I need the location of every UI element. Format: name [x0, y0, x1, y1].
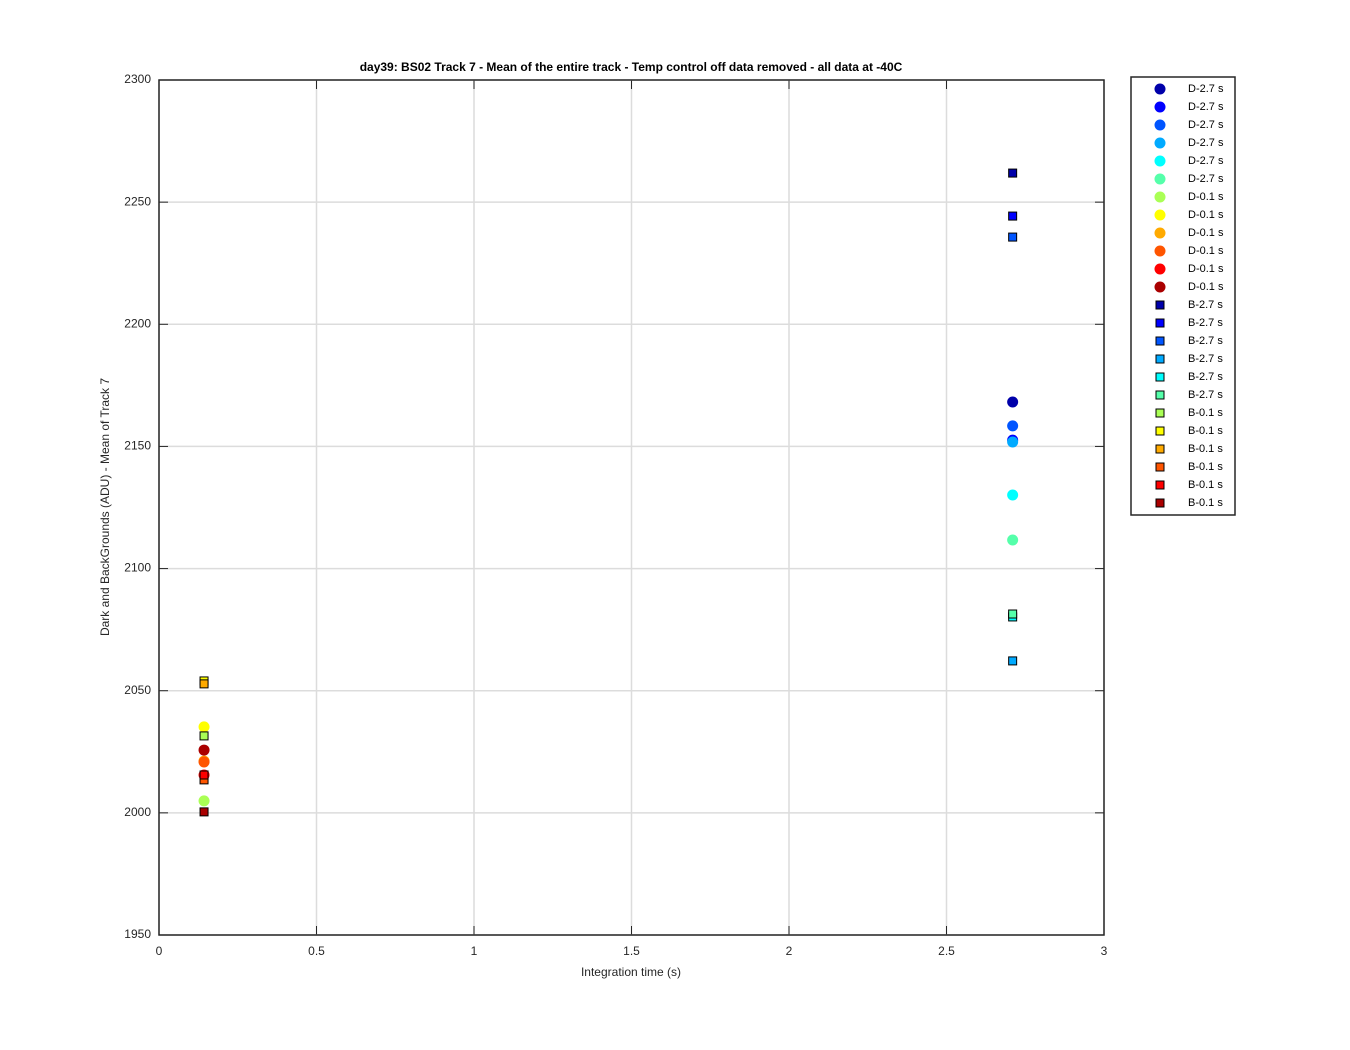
- x-tick-label: 0: [156, 944, 163, 958]
- legend-label: D-0.1 s: [1188, 281, 1224, 293]
- legend-label: B-0.1 s: [1188, 443, 1223, 455]
- legend-marker: [1155, 462, 1165, 472]
- x-tick-label: 3: [1101, 944, 1108, 958]
- legend-marker: [1155, 408, 1165, 418]
- data-point: [198, 721, 210, 733]
- legend-marker: [1154, 83, 1166, 95]
- legend-label: B-0.1 s: [1188, 497, 1223, 509]
- legend-marker: [1154, 101, 1166, 113]
- legend-label: D-0.1 s: [1188, 263, 1224, 275]
- legend-label: B-0.1 s: [1188, 479, 1223, 491]
- y-axis-label: Dark and BackGrounds (ADU) - Mean of Tra…: [98, 378, 112, 636]
- legend-marker: [1155, 426, 1165, 436]
- x-tick-label: 2.5: [938, 944, 955, 958]
- legend-label: B-0.1 s: [1188, 461, 1223, 473]
- y-tick-label: 2100: [124, 561, 151, 575]
- data-point: [199, 731, 209, 741]
- y-tick-label: 2250: [124, 194, 151, 208]
- legend-marker: [1155, 300, 1165, 310]
- legend-label: D-0.1 s: [1188, 245, 1224, 257]
- data-point: [1008, 609, 1018, 619]
- legend-marker: [1154, 191, 1166, 203]
- chart-title: day39: BS02 Track 7 - Mean of the entire…: [360, 60, 903, 74]
- legend-marker: [1154, 227, 1166, 239]
- data-point: [198, 756, 210, 768]
- legend-label: D-0.1 s: [1188, 209, 1224, 221]
- legend-marker: [1155, 372, 1165, 382]
- y-tick-label: 2150: [124, 439, 151, 453]
- legend-marker: [1155, 390, 1165, 400]
- legend-marker: [1155, 480, 1165, 490]
- x-axis-label: Integration time (s): [581, 965, 681, 979]
- legend-marker: [1154, 245, 1166, 257]
- y-tick-label: 2300: [124, 72, 151, 86]
- legend-marker: [1154, 119, 1166, 131]
- data-point: [1008, 211, 1018, 221]
- data-point: [199, 807, 209, 817]
- y-tick-label: 2050: [124, 683, 151, 697]
- legend-label: B-2.7 s: [1188, 299, 1223, 311]
- data-point: [198, 795, 210, 807]
- data-point: [199, 679, 209, 689]
- legend-marker: [1155, 498, 1165, 508]
- legend-label: D-0.1 s: [1188, 227, 1224, 239]
- x-tick-label: 2: [786, 944, 793, 958]
- legend-label: D-0.1 s: [1188, 191, 1224, 203]
- data-point: [1008, 656, 1018, 666]
- legend-marker: [1155, 318, 1165, 328]
- data-point: [1008, 168, 1018, 178]
- legend-marker: [1154, 173, 1166, 185]
- legend-label: D-2.7 s: [1188, 119, 1224, 131]
- legend-label: D-2.7 s: [1188, 83, 1224, 95]
- legend-label: B-2.7 s: [1188, 317, 1223, 329]
- legend-marker: [1155, 354, 1165, 364]
- data-point: [1007, 436, 1019, 448]
- legend-label: B-2.7 s: [1188, 371, 1223, 383]
- legend-label: D-2.7 s: [1188, 155, 1224, 167]
- x-tick-label: 0.5: [308, 944, 325, 958]
- legend-marker: [1155, 444, 1165, 454]
- legend-label: B-2.7 s: [1188, 389, 1223, 401]
- y-tick-label: 1950: [124, 927, 151, 941]
- data-point: [1008, 232, 1018, 242]
- legend-label: B-2.7 s: [1188, 335, 1223, 347]
- legend-label: B-2.7 s: [1188, 353, 1223, 365]
- legend-label: D-2.7 s: [1188, 173, 1224, 185]
- legend-box: [1130, 76, 1236, 516]
- data-point: [1007, 534, 1019, 546]
- legend-label: B-0.1 s: [1188, 425, 1223, 437]
- x-tick-label: 1.5: [623, 944, 640, 958]
- legend-marker: [1154, 155, 1166, 167]
- legend-marker: [1155, 336, 1165, 346]
- legend-label: D-2.7 s: [1188, 101, 1224, 113]
- y-tick-label: 2200: [124, 316, 151, 330]
- legend-label: B-0.1 s: [1188, 407, 1223, 419]
- data-point: [1007, 489, 1019, 501]
- data-point: [1007, 420, 1019, 432]
- plot-frame: [158, 79, 1105, 936]
- legend-marker: [1154, 281, 1166, 293]
- x-tick-label: 1: [471, 944, 478, 958]
- data-point: [198, 744, 210, 756]
- data-point: [199, 770, 209, 780]
- data-point: [1007, 396, 1019, 408]
- y-tick-label: 2000: [124, 805, 151, 819]
- legend-marker: [1154, 209, 1166, 221]
- legend-label: D-2.7 s: [1188, 137, 1224, 149]
- legend-marker: [1154, 263, 1166, 275]
- legend-marker: [1154, 137, 1166, 149]
